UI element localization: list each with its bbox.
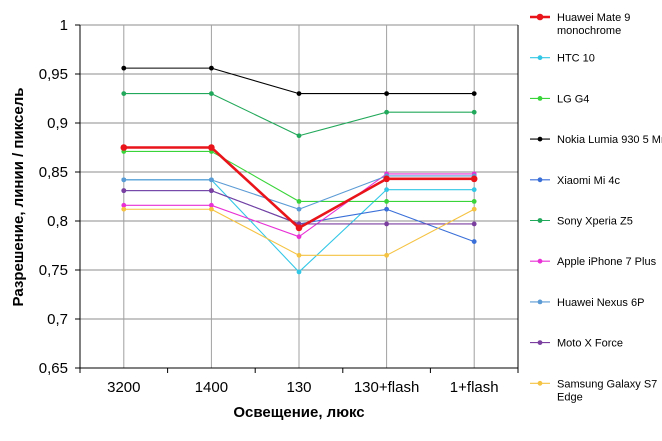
data-point — [121, 188, 127, 194]
legend-swatch-marker — [537, 96, 543, 101]
legend-swatch-marker — [537, 177, 543, 183]
data-point — [384, 187, 389, 193]
y-tick-label: 0,8 — [47, 213, 68, 230]
data-point — [120, 144, 128, 151]
data-point — [296, 91, 302, 96]
y-tick-label: 0,95 — [39, 66, 68, 83]
legend-swatch-marker — [537, 340, 543, 345]
series-lines — [120, 65, 478, 275]
legend-item: Xiaomi Mi 4c — [530, 175, 620, 187]
legend-item: Moto X Force — [530, 338, 623, 350]
x-axis-title: Освещение, люкс — [233, 404, 364, 421]
series-6 — [121, 91, 477, 139]
series-9 — [121, 188, 477, 227]
x-tick-labels: 3200 1400 130 130+flash 1+flash — [107, 379, 498, 396]
data-point — [209, 188, 214, 194]
legend-item: Huawei Nexus 6P — [530, 297, 644, 309]
data-point — [121, 177, 127, 183]
y-axis-title: Разрешение, линии / пиксель — [10, 88, 27, 307]
x-tick-label: 130 — [286, 379, 311, 396]
y-tick-label: 1 — [60, 17, 68, 34]
legend-swatch-marker — [537, 258, 543, 264]
legend-label: Huawei Mate 9 — [557, 12, 630, 24]
series-4 — [121, 65, 477, 96]
data-point — [471, 109, 477, 115]
data-point — [384, 199, 389, 204]
x-tick-label: 1+flash — [450, 379, 499, 396]
legend-label: Nokia Lumia 930 5 Мп — [557, 134, 662, 146]
series-1 — [120, 144, 478, 232]
y-tick-label: 0,7 — [47, 311, 68, 328]
legend-item: HTC 10 — [530, 53, 595, 65]
legend-swatch-marker — [537, 380, 543, 386]
data-point — [296, 199, 302, 204]
data-point — [121, 91, 127, 96]
data-point — [384, 206, 389, 212]
data-point — [296, 206, 302, 212]
data-point — [383, 175, 390, 183]
data-point — [121, 202, 127, 208]
data-point — [471, 91, 477, 96]
data-point — [470, 175, 478, 183]
legend-label: Sony Xperia Z5 — [557, 216, 633, 228]
legend-label: Edge — [557, 391, 583, 403]
x-tick-label: 1400 — [195, 379, 228, 396]
y-tick-label: 0,9 — [47, 115, 68, 132]
y-tick-label: 0,65 — [39, 360, 68, 377]
data-point — [471, 206, 477, 212]
data-point — [208, 144, 215, 151]
legend-item: Apple iPhone 7 Plus — [530, 256, 657, 268]
legend-label: Huawei Nexus 6P — [557, 297, 644, 309]
data-point — [121, 206, 127, 212]
data-point — [295, 224, 303, 232]
data-point — [209, 177, 214, 183]
legend-swatch-marker — [537, 55, 543, 61]
legend-swatch-marker — [537, 299, 543, 305]
legend-label: Apple iPhone 7 Plus — [557, 256, 657, 268]
data-point — [209, 91, 214, 96]
series-10 — [121, 206, 477, 258]
legend-item: Nokia Lumia 930 5 Мп — [530, 134, 662, 146]
x-tick-label: 130+flash — [354, 379, 419, 396]
y-tick-label: 0,85 — [39, 164, 68, 181]
data-point — [471, 187, 477, 193]
legend-swatch-marker — [537, 218, 543, 223]
legend-label: Samsung Galaxy S7 — [557, 378, 657, 390]
data-point — [296, 252, 302, 258]
data-point — [384, 109, 389, 115]
data-point — [384, 221, 389, 227]
y-tick-labels: 0,65 0,7 0,75 0,8 0,85 0,9 0,95 1 — [39, 17, 68, 377]
legend-label: Xiaomi Mi 4c — [557, 175, 620, 187]
axes — [75, 24, 519, 373]
legend-item: Sony Xperia Z5 — [530, 216, 633, 228]
legend-swatch-marker — [536, 13, 544, 21]
data-point — [209, 202, 214, 208]
legend-label: monochrome — [557, 25, 621, 37]
data-point — [384, 91, 389, 96]
legend-item: LG G4 — [530, 93, 589, 105]
data-point — [296, 234, 302, 240]
data-point — [471, 221, 477, 227]
x-tick-label: 3200 — [107, 379, 140, 396]
data-point — [209, 65, 214, 71]
data-point — [121, 65, 127, 71]
data-point — [384, 252, 389, 258]
legend-label: HTC 10 — [557, 53, 595, 65]
data-point — [296, 269, 302, 275]
data-point — [209, 206, 214, 212]
data-point — [296, 133, 302, 139]
legend-label: LG G4 — [557, 93, 589, 105]
data-point — [471, 239, 477, 244]
legend-swatch-marker — [537, 136, 543, 142]
y-tick-label: 0,75 — [39, 262, 68, 279]
data-point — [471, 199, 477, 204]
legend-label: Moto X Force — [557, 338, 623, 350]
